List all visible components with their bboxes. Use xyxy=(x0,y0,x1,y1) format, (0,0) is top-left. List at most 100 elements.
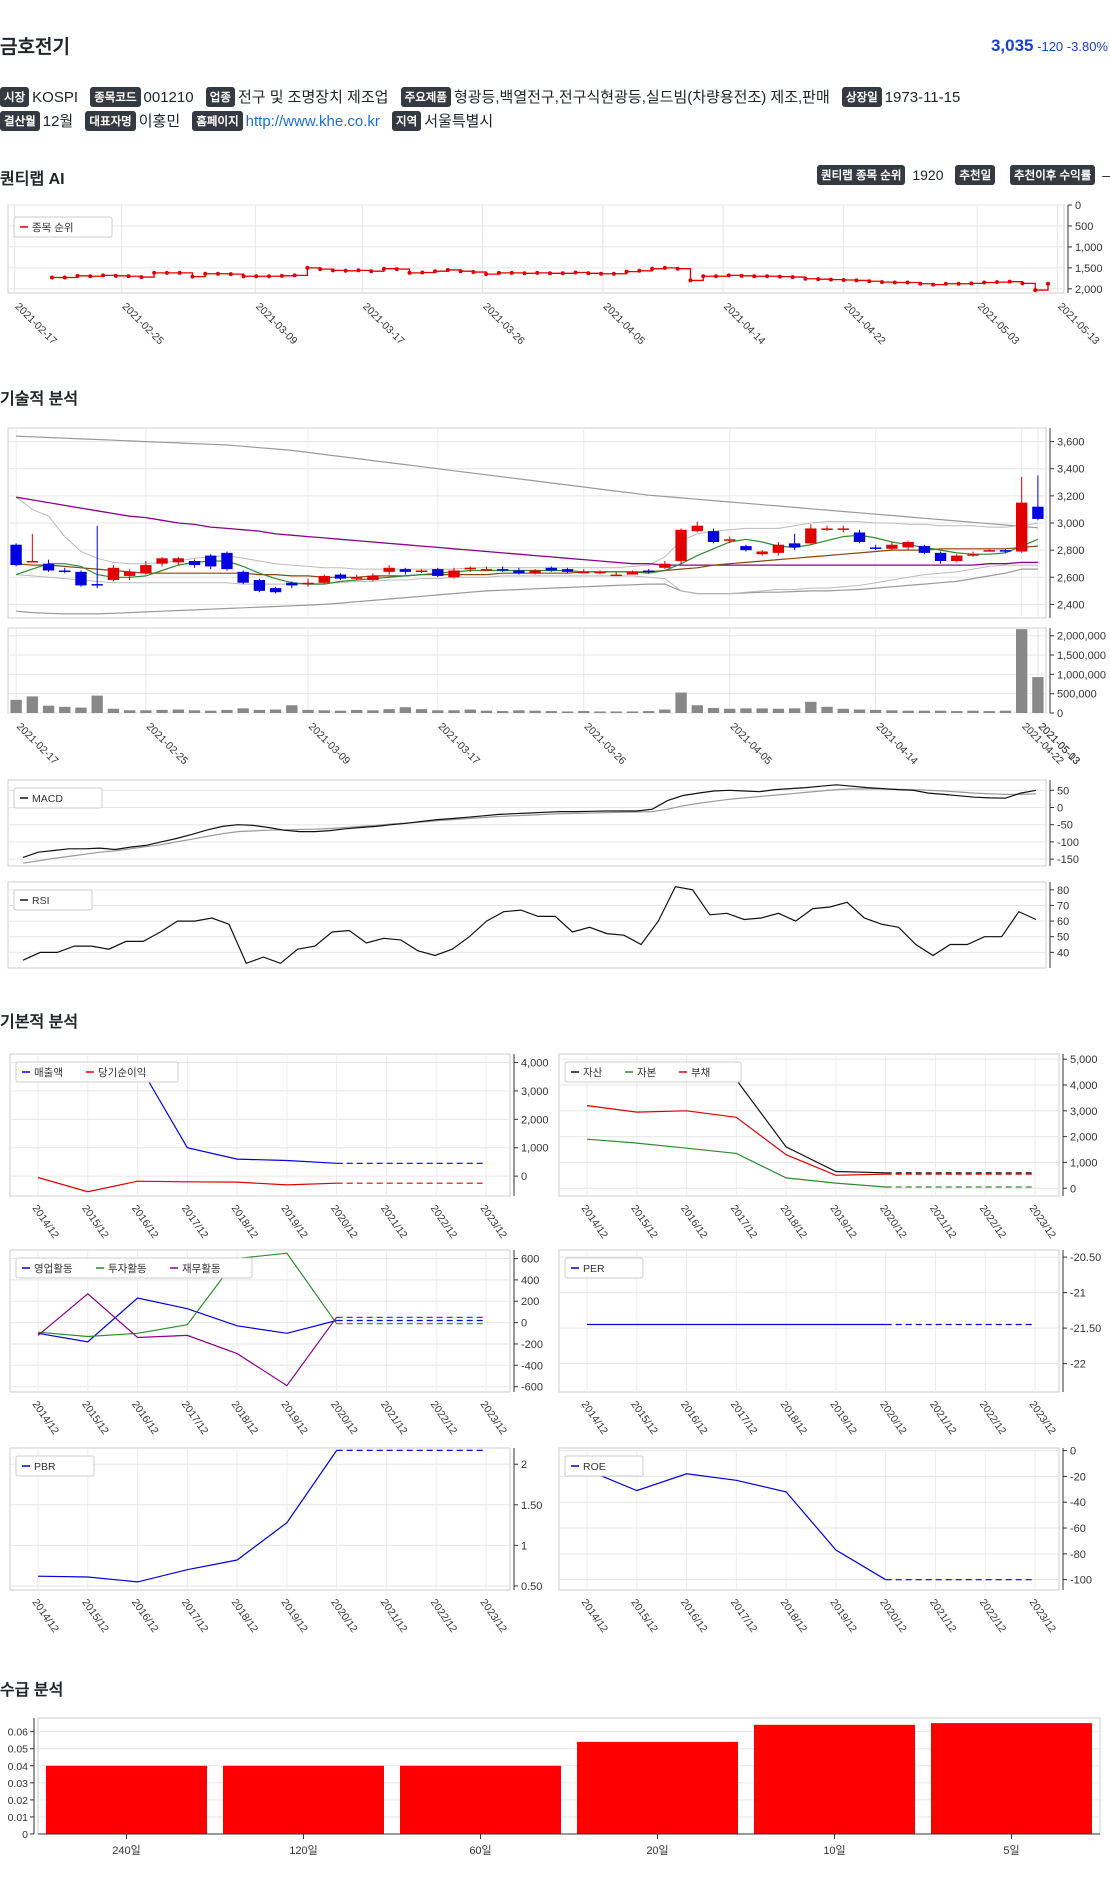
cashflow-xtick-label: 2020/12 xyxy=(328,1399,360,1437)
rank-point xyxy=(828,277,833,282)
per-ytick-label: -20.50 xyxy=(1070,1252,1101,1264)
rank-point xyxy=(407,270,412,275)
rank-point xyxy=(854,278,859,283)
rank-ytick-label: 0 xyxy=(1075,200,1081,212)
badge-fiscal: 결산월 xyxy=(0,111,40,131)
rsi-ytick-label: 70 xyxy=(1057,900,1069,912)
candle-body xyxy=(237,571,249,583)
rank-point xyxy=(535,270,540,275)
volume-bar xyxy=(529,710,541,713)
candle-body xyxy=(805,528,817,544)
cashflow-xtick-label: 2018/12 xyxy=(229,1399,261,1437)
candle-body xyxy=(75,571,87,586)
cashflow-xtick-label: 2022/12 xyxy=(428,1399,460,1437)
candle-body xyxy=(691,525,703,532)
rank-point xyxy=(969,281,974,286)
rank-point xyxy=(471,270,476,275)
assets-ytick-label: 3,000 xyxy=(1070,1106,1098,1118)
pbr-xtick-label: 2021/12 xyxy=(378,1597,410,1635)
macd-ytick-label: 0 xyxy=(1057,803,1063,815)
rank-point xyxy=(650,266,655,271)
rank-point xyxy=(816,277,821,282)
candle-body xyxy=(464,567,476,570)
rank-point xyxy=(803,276,808,281)
rank-point xyxy=(675,266,680,271)
rank-point xyxy=(279,273,284,278)
price-ytick-label: 3,200 xyxy=(1057,491,1085,503)
per-legend-box xyxy=(564,1257,644,1279)
roe-xtick-label: 2015/12 xyxy=(628,1597,660,1635)
rank-point xyxy=(726,273,731,278)
rank-point xyxy=(152,270,157,275)
fiscal-value: 12월 xyxy=(42,113,74,130)
candle-body xyxy=(188,561,201,566)
roe-xtick-label: 2020/12 xyxy=(877,1597,909,1635)
per-xtick-label: 2022/12 xyxy=(977,1399,1009,1437)
volume-ytick-label: 1,000,000 xyxy=(1057,669,1106,681)
roe-ytick-label: -40 xyxy=(1070,1497,1086,1509)
volume-bar xyxy=(513,710,525,713)
volume-bar xyxy=(934,710,947,713)
candle-body xyxy=(821,528,833,530)
candle-body xyxy=(1015,502,1028,552)
candle-body xyxy=(448,570,460,578)
candle-body xyxy=(156,558,168,564)
rank-point xyxy=(994,280,999,285)
volume-bar xyxy=(837,708,849,713)
homepage-link[interactable]: http://www.khe.co.kr xyxy=(245,113,380,130)
volume-bar xyxy=(156,709,168,713)
pbr-xtick-label: 2016/12 xyxy=(129,1597,161,1635)
industry-value: 전구 및 조명장치 제조업 xyxy=(237,89,389,106)
rsi-ytick-label: 60 xyxy=(1057,916,1069,928)
rank-point xyxy=(956,281,961,286)
per-xtick-label: 2015/12 xyxy=(628,1399,660,1437)
section-technical-title: 기술적 분석 xyxy=(0,391,79,408)
pbr-legend-box xyxy=(15,1455,95,1477)
supply-ytick-label: 0.05 xyxy=(8,1744,29,1756)
cashflow-ytick-label: 400 xyxy=(521,1275,539,1287)
rank-ytick-label: 1,000 xyxy=(1075,242,1103,254)
rank-point xyxy=(548,271,552,276)
rank-point xyxy=(113,273,118,278)
cashflow-legend-label: 투자활동 xyxy=(108,1262,147,1275)
rank-point xyxy=(484,272,489,277)
candle-body xyxy=(399,569,412,572)
badge-market: 시장 xyxy=(0,87,30,107)
candle-body xyxy=(318,575,330,583)
rsi-frame xyxy=(7,881,1047,969)
rank-point xyxy=(573,270,578,275)
rank-xtick-label: 2021-05-13 xyxy=(1055,301,1102,348)
rank-point xyxy=(777,274,782,279)
section-ai-title: 퀀티랩 AI xyxy=(0,171,65,188)
rank-point xyxy=(292,273,297,278)
volume-bar xyxy=(496,711,509,713)
macd-ytick-label: -150 xyxy=(1057,854,1079,866)
price-ytick-label: 2,800 xyxy=(1057,545,1085,557)
candle-body xyxy=(383,567,395,572)
candle-body xyxy=(626,571,639,575)
rank-point xyxy=(445,267,450,272)
pbr-xtick-label: 2022/12 xyxy=(428,1597,460,1635)
macd-legend-box xyxy=(13,787,103,809)
rsi-ytick-label: 50 xyxy=(1057,932,1069,944)
cashflow-series-line xyxy=(37,1293,338,1387)
price-band-upper xyxy=(16,435,1038,529)
assets-xtick-label: 2015/12 xyxy=(628,1203,660,1241)
candle-body xyxy=(870,547,882,549)
assets-xtick-label: 2021/12 xyxy=(927,1203,959,1241)
sales-income-ytick-label: 3,000 xyxy=(521,1086,549,1098)
candle-body xyxy=(221,552,233,570)
rank-xtick-label: 2021-03-17 xyxy=(360,301,407,348)
rank-point xyxy=(305,265,310,270)
per-xtick-label: 2020/12 xyxy=(877,1399,909,1437)
supply-bar xyxy=(754,1724,915,1834)
volume-bar xyxy=(480,710,493,713)
rsi-legend-label: RSI xyxy=(32,895,50,907)
volume-ytick-label: 1,500,000 xyxy=(1057,650,1106,662)
volume-bar xyxy=(302,709,314,713)
rank-point xyxy=(688,278,693,283)
candle-body xyxy=(59,570,71,572)
pbr-xtick-label: 2018/12 xyxy=(229,1597,261,1635)
rank-point xyxy=(943,281,948,286)
candle-body xyxy=(480,569,493,571)
